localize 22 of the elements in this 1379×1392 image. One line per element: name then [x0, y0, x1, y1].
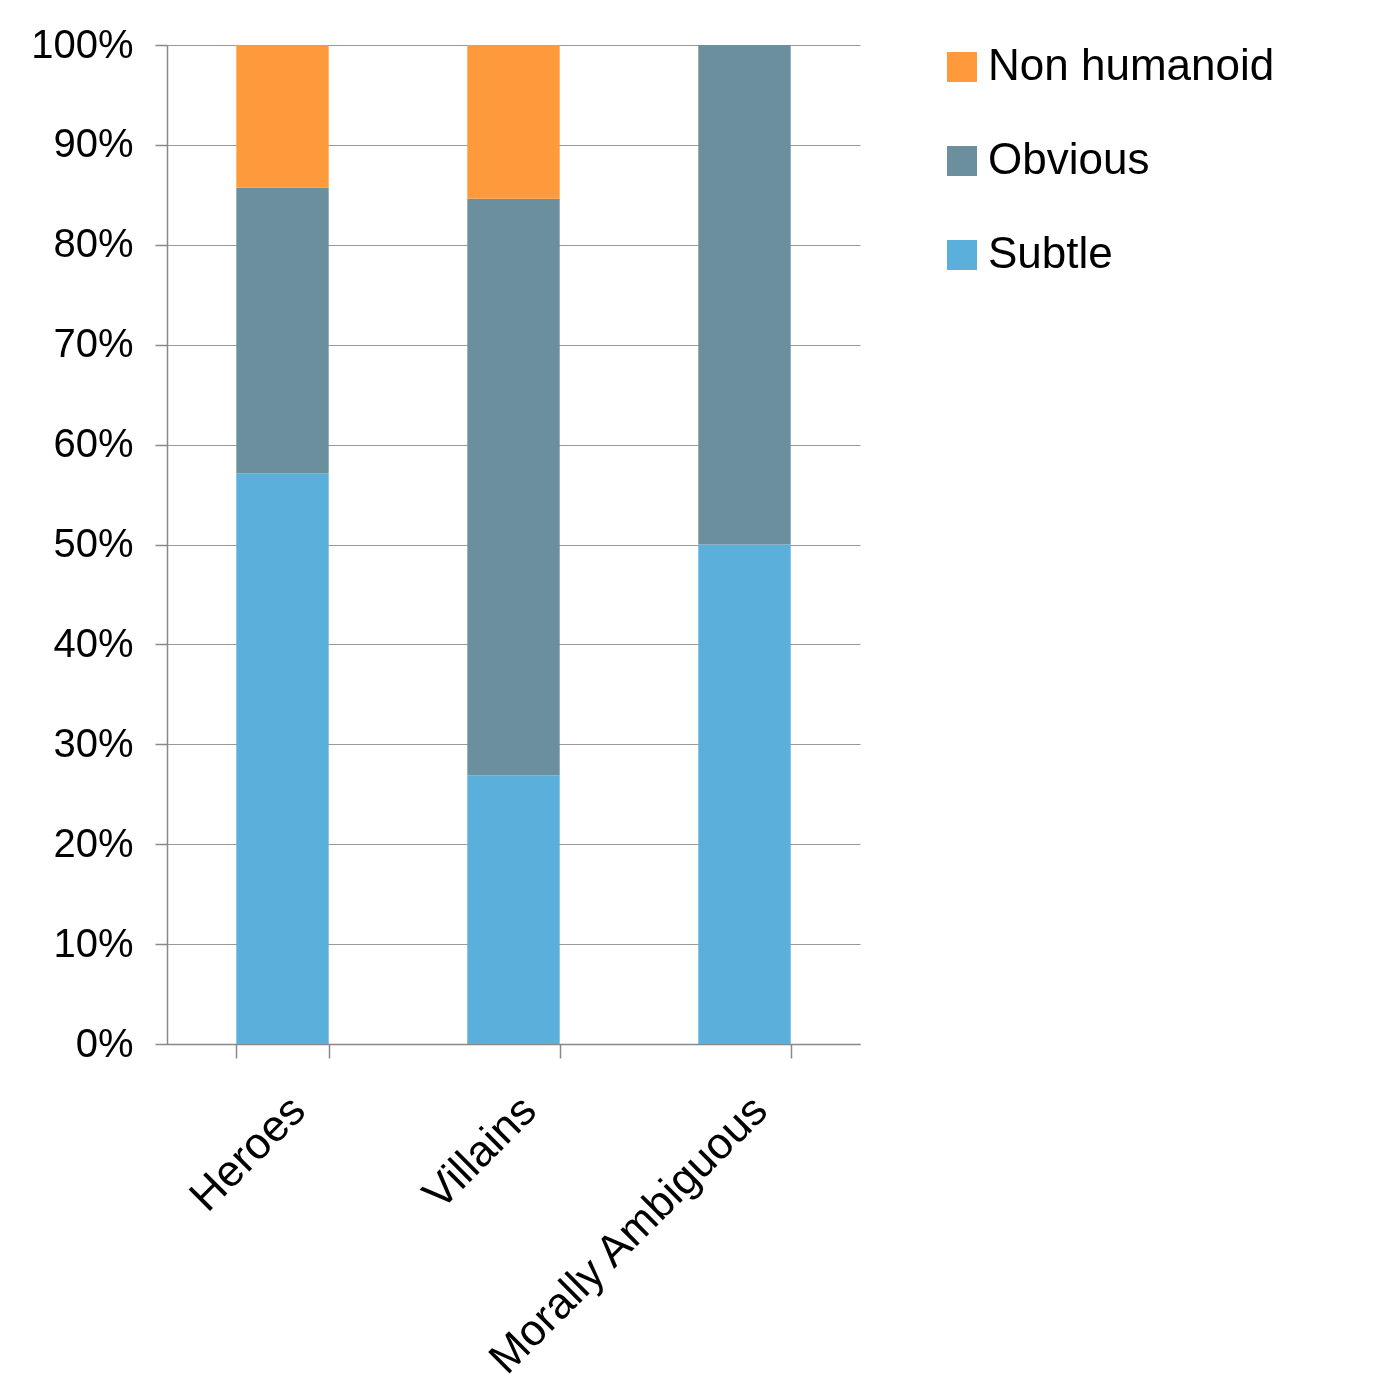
y-tick-label: 10% — [53, 920, 134, 965]
bar — [236, 45, 329, 188]
bar — [467, 775, 560, 1044]
legend-label: Subtle — [988, 228, 1113, 277]
y-tick-label: 50% — [53, 521, 134, 565]
y-tick-label: 80% — [53, 221, 134, 266]
bar — [236, 187, 329, 474]
y-tick-label: 100% — [31, 21, 134, 66]
y-tick-label: 40% — [53, 620, 134, 665]
legend-label: Non humanoid — [988, 40, 1275, 89]
y-tick-label: 70% — [53, 321, 134, 366]
bar — [467, 45, 560, 199]
bar — [467, 198, 560, 776]
bar — [236, 473, 329, 1044]
y-tick-label: 0% — [75, 1020, 134, 1065]
y-tick-label: 30% — [53, 720, 134, 765]
bar — [698, 45, 791, 545]
y-tick-label: 90% — [53, 121, 134, 166]
y-tick-label: 60% — [53, 421, 134, 466]
legend-label: Obvious — [988, 134, 1150, 183]
y-tick-label: 20% — [53, 820, 134, 865]
bar — [698, 544, 791, 1044]
